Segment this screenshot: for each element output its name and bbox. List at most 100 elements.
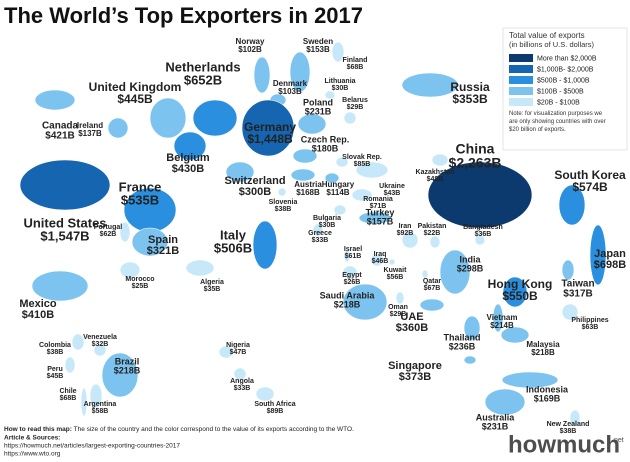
country-shape (292, 148, 318, 164)
country-shape (233, 367, 247, 381)
country-name: United States (23, 215, 106, 230)
country-shape (335, 156, 349, 168)
footer-line: How to read this map: The size of the co… (4, 426, 354, 433)
country-name: UAE (400, 311, 423, 323)
country-value: $218B (114, 365, 141, 375)
country-value: $321B (147, 245, 179, 257)
country-shape (439, 249, 471, 295)
country-name: Iran (399, 223, 412, 230)
country-shapes (19, 41, 607, 427)
country-value: $29B (390, 311, 407, 318)
country-shape (324, 172, 340, 184)
country-value: $102B (238, 45, 262, 54)
country-value: $38B (47, 349, 64, 356)
country-name: Kazakhstan (416, 169, 455, 176)
country-shape (561, 303, 579, 321)
legend-subtitle: (in billions of U.S. dollars) (509, 40, 595, 49)
country-shape (419, 298, 445, 312)
country-name: Indonesia (526, 384, 569, 394)
country-name: Germany (244, 120, 296, 134)
country-shape (312, 223, 324, 237)
country-value: $33B (312, 237, 329, 244)
country-name: Vietnam (487, 313, 518, 322)
country-shape (474, 234, 486, 246)
country-name: Egypt (342, 272, 362, 279)
country-name: Austria (294, 180, 322, 189)
legend-label: $20B - $100B (537, 99, 580, 106)
country-shape (149, 97, 187, 139)
country-value: $33B (234, 385, 251, 392)
country-value: $2,263B (449, 155, 502, 171)
country-value: $236B (449, 341, 476, 351)
country-shape (463, 315, 481, 341)
country-value: $430B (172, 163, 204, 175)
country-value: $373B (399, 371, 431, 383)
country-name: Kuwait (384, 267, 408, 274)
country-value: $103B (278, 87, 302, 96)
country-name: India (459, 254, 481, 264)
country-name: Italy (220, 227, 247, 242)
country-name: Romania (363, 196, 393, 203)
legend-swatch (509, 87, 533, 95)
country-shape (355, 161, 389, 179)
country-name: Belarus (342, 97, 368, 104)
legend-swatch (509, 65, 533, 73)
country-shape (277, 187, 287, 197)
country-value: $506B (214, 240, 252, 255)
country-name: Turkey (366, 207, 395, 217)
country-value: $1,448B (247, 132, 293, 146)
country-value: $35B (204, 286, 221, 293)
country-name: Malaysia (526, 340, 560, 349)
country-name: United Kingdom (89, 80, 182, 94)
note-line: $20 billion of exports. (509, 127, 566, 133)
country-shape (500, 326, 530, 344)
how-to-read-label: How to read this map: (4, 426, 72, 433)
country-name: Oman (388, 304, 408, 311)
source-link: https://howmuch.net/articles/largest-exp… (4, 443, 180, 450)
country-shape (192, 99, 238, 137)
country-name: Ukraine (379, 183, 405, 190)
country-name: Russia (450, 80, 490, 94)
country-name: Finland (343, 57, 368, 64)
country-value: $48B (427, 176, 444, 183)
country-name: Iraq (374, 251, 387, 258)
country-value: $71B (370, 203, 387, 210)
country-shape (173, 131, 207, 161)
country-shape (119, 221, 131, 243)
country-shape (333, 204, 347, 216)
country-value: $68B (347, 64, 364, 71)
country-name: Ireland (77, 121, 103, 130)
country-value: $85B (354, 161, 371, 168)
country-shape (71, 333, 85, 351)
country-value: $89B (267, 408, 284, 415)
country-shape (289, 51, 311, 93)
country-shape (484, 388, 526, 416)
legend-label: More than $2,000B (537, 55, 597, 62)
country-value: $30B (332, 85, 349, 92)
country-value: $68B (60, 395, 77, 402)
country-shape (324, 90, 336, 100)
country-shape (558, 184, 586, 226)
country-value: $180B (312, 143, 339, 153)
legend-label: $1,000B- $2,000B (537, 66, 594, 73)
country-shape (101, 352, 139, 398)
country-value: $218B (334, 299, 361, 309)
country-shape (342, 265, 358, 279)
country-value: $43B (384, 190, 401, 197)
country-value: $63B (582, 324, 599, 331)
country-value: $535B (121, 192, 159, 207)
country-shape (401, 231, 419, 249)
country-value: $46B (372, 258, 389, 265)
country-shape (463, 355, 477, 365)
country-shape (119, 261, 141, 279)
country-value: $353B (452, 92, 488, 106)
country-shape (561, 259, 575, 281)
country-value: $168B (296, 188, 320, 197)
legend-items: More than $2,000B $1,000B- $2,000B $500B -… (509, 54, 597, 106)
country-value: $360B (396, 322, 428, 334)
how-to-read: The size of the country and the color co… (74, 426, 354, 433)
country-shape (431, 153, 449, 167)
country-shape (107, 117, 129, 139)
country-value: $29B (347, 104, 364, 111)
